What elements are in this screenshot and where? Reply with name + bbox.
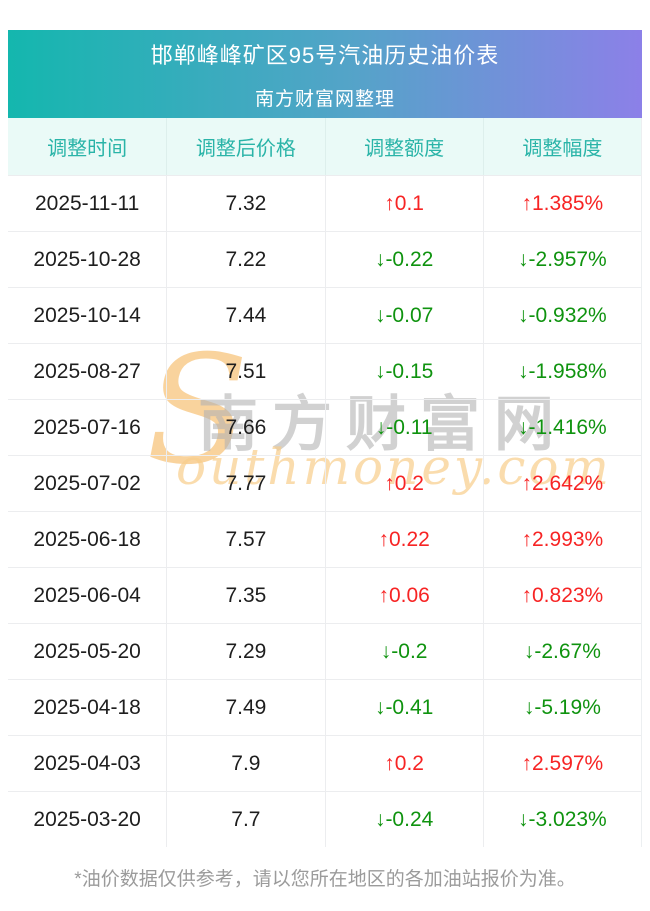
table-row: 2025-10-14 7.44 ↓-0.07 ↓-0.932%: [8, 287, 641, 343]
change-cell: ↓-0.15: [324, 344, 483, 399]
percent-cell: ↓-1.416%: [482, 400, 641, 455]
title-banner: 邯郸峰峰矿区95号汽油历史油价表 南方财富网整理: [8, 30, 642, 118]
table-row: 2025-08-27 7.51 ↓-0.15 ↓-1.958%: [8, 343, 641, 399]
price-cell: 7.51: [166, 344, 324, 399]
table-row: 2025-07-16 7.66 ↓-0.11 ↓-1.416%: [8, 399, 641, 455]
price-cell: 7.77: [166, 456, 324, 511]
change-cell: ↑0.2: [324, 456, 483, 511]
date-cell: 2025-04-03: [33, 751, 141, 775]
date-cell: 2025-07-16: [33, 415, 141, 439]
price-cell: 7.29: [166, 624, 324, 679]
price-cell: 7.49: [166, 680, 324, 735]
date-cell: 2025-10-14: [33, 303, 141, 327]
page-subtitle: 南方财富网整理: [254, 88, 395, 110]
column-header-change: 调整额度: [324, 118, 483, 175]
date-cell: 2025-06-04: [33, 583, 141, 607]
percent-cell: ↓-1.958%: [482, 344, 641, 399]
change-cell: ↑0.06: [324, 568, 483, 623]
disclaimer: *油价数据仅供参考，请以您所在地区的各加油站报价为准。: [74, 869, 576, 890]
table-header-row: 调整时间 调整后价格 调整额度 调整幅度: [8, 118, 641, 175]
date-cell: 2025-10-28: [33, 247, 141, 271]
change-cell: ↓-0.24: [324, 792, 483, 847]
price-cell: 7.9: [166, 736, 324, 791]
column-header-price: 调整后价格: [166, 118, 324, 175]
percent-cell: ↓-2.67%: [482, 624, 641, 679]
change-cell: ↓-0.22: [324, 232, 483, 287]
percent-cell: ↑2.642%: [482, 456, 641, 511]
change-cell: ↑0.1: [324, 176, 483, 231]
table-row: 2025-07-02 7.77 ↑0.2 ↑2.642%: [8, 455, 641, 511]
price-cell: 7.32: [166, 176, 324, 231]
percent-cell: ↑0.823%: [482, 568, 641, 623]
price-cell: 7.44: [166, 288, 324, 343]
price-cell: 7.35: [166, 568, 324, 623]
date-cell: 2025-05-20: [33, 639, 141, 663]
page-title: 邯郸峰峰矿区95号汽油历史油价表: [150, 42, 500, 68]
table-row: 2025-03-20 7.7 ↓-0.24 ↓-3.023%: [8, 791, 641, 847]
column-header-date: 调整时间: [47, 138, 128, 160]
table-row: 2025-05-20 7.29 ↓-0.2 ↓-2.67%: [8, 623, 641, 679]
column-header-percent: 调整幅度: [482, 118, 641, 175]
date-cell: 2025-04-18: [33, 695, 141, 719]
price-cell: 7.66: [166, 400, 324, 455]
date-cell: 2025-08-27: [33, 359, 141, 383]
change-cell: ↓-0.07: [324, 288, 483, 343]
percent-cell: ↑1.385%: [482, 176, 641, 231]
table-row: 2025-04-03 7.9 ↑0.2 ↑2.597%: [8, 735, 641, 791]
date-cell: 2025-06-18: [33, 527, 141, 551]
price-cell: 7.7: [166, 792, 324, 847]
change-cell: ↓-0.11: [324, 400, 483, 455]
table-row: 2025-10-28 7.22 ↓-0.22 ↓-2.957%: [8, 231, 641, 287]
price-cell: 7.57: [166, 512, 324, 567]
date-cell: 2025-11-11: [34, 191, 140, 215]
table-row: 2025-06-04 7.35 ↑0.06 ↑0.823%: [8, 567, 641, 623]
table-row: 2025-11-11 7.32 ↑0.1 ↑1.385%: [8, 175, 641, 231]
table-body: 2025-11-11 7.32 ↑0.1 ↑1.385% 2025-10-28 7.22 ↓…: [8, 175, 641, 847]
percent-cell: ↓-2.957%: [482, 232, 641, 287]
date-cell: 2025-03-20: [33, 807, 141, 831]
table-row: 2025-06-18 7.57 ↑0.22 ↑2.993%: [8, 511, 641, 567]
percent-cell: ↑2.597%: [482, 736, 641, 791]
change-cell: ↓-0.2: [324, 624, 483, 679]
percent-cell: ↓-5.19%: [482, 680, 641, 735]
price-table: 调整时间 调整后价格 调整额度 调整幅度 2025-11-11 7.32 ↑0.1 ↑…: [8, 118, 642, 847]
change-cell: ↑0.22: [324, 512, 483, 567]
table-row: 2025-04-18 7.49 ↓-0.41 ↓-5.19%: [8, 679, 641, 735]
percent-cell: ↓-0.932%: [482, 288, 641, 343]
price-cell: 7.22: [166, 232, 324, 287]
change-cell: ↑0.2: [324, 736, 483, 791]
change-cell: ↓-0.41: [324, 680, 483, 735]
percent-cell: ↓-3.023%: [482, 792, 641, 847]
percent-cell: ↑2.993%: [482, 512, 641, 567]
date-cell: 2025-07-02: [33, 471, 141, 495]
